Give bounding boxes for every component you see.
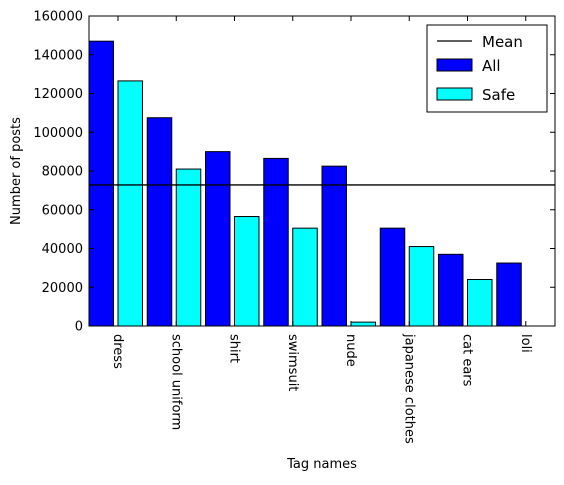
- bar-safe-dress: [117, 80, 143, 327]
- x-axis-ticks: dress school uniform shirt swimsuit nude japa…: [110, 16, 533, 444]
- x-tick-label: dress: [110, 334, 125, 369]
- bar-all-dress: [88, 40, 114, 327]
- y-tick-label: 0: [75, 320, 83, 335]
- bar-safe-shirt: [234, 216, 260, 327]
- y-tick-label: 100000: [33, 126, 83, 141]
- bar-all-nude: [321, 165, 347, 327]
- bar-all-cat-ears: [438, 253, 464, 327]
- legend-safe-label: Safe: [482, 86, 515, 104]
- y-tick-label: 40000: [42, 242, 83, 257]
- y-tick-label: 140000: [33, 48, 83, 63]
- y-tick-label: 60000: [42, 203, 83, 218]
- x-tick-label: shirt: [227, 334, 242, 363]
- y-tick-label: 120000: [33, 87, 83, 102]
- y-axis-ticks: 0 20000 40000 60000 80000 100000 120000 140000 1…: [33, 10, 555, 335]
- x-axis-label: Tag names: [286, 457, 357, 472]
- bar-all-school-uniform: [146, 117, 173, 327]
- x-tick-label: nude: [343, 334, 358, 367]
- bar-all-shirt: [205, 151, 231, 327]
- bar-safe-nude: [350, 321, 376, 327]
- bar-all-japanese-clothes: [379, 227, 406, 327]
- x-tick-label: cat ears: [460, 334, 475, 387]
- legend-all-swatch: [436, 58, 473, 72]
- bar-all-loli: [496, 262, 522, 327]
- bar-safe-swimsuit: [292, 227, 318, 327]
- bar-safe-cat-ears: [467, 279, 493, 327]
- x-tick-label: school uniform: [168, 334, 183, 430]
- bar-safe-school-uniform: [175, 168, 202, 327]
- x-tick-label: swimsuit: [285, 334, 300, 391]
- x-tick-label: loli: [518, 334, 533, 353]
- bar-safe-japanese-clothes: [408, 246, 435, 327]
- bar-all-swimsuit: [263, 157, 289, 327]
- legend: Mean All Safe: [426, 24, 548, 113]
- bars-layer: [88, 40, 522, 327]
- legend-all-label: All: [482, 57, 501, 75]
- x-tick-label: japanese clothes: [401, 333, 416, 444]
- legend-safe-swatch: [436, 87, 473, 101]
- y-tick-label: 20000: [42, 281, 83, 296]
- y-axis-label: Number of posts: [9, 117, 24, 225]
- legend-mean-label: Mean: [482, 33, 523, 51]
- y-tick-label: 80000: [42, 165, 83, 180]
- y-tick-label: 160000: [33, 10, 83, 25]
